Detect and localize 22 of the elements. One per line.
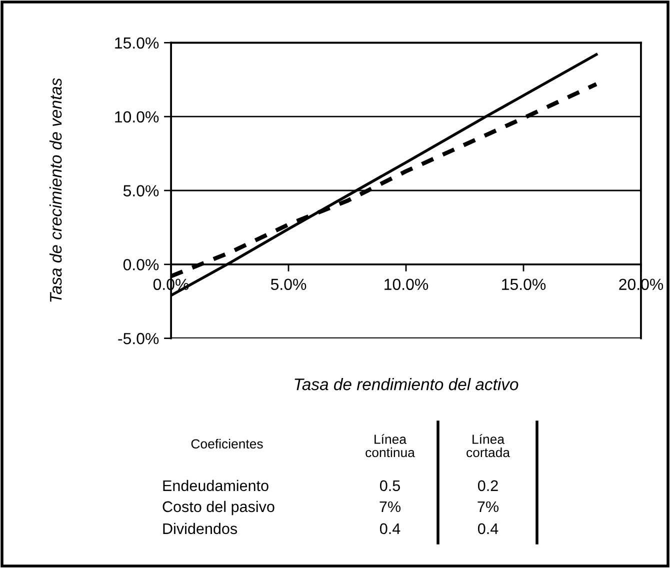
y-tick-label: 15.0% [115, 37, 159, 49]
x-tick-label: 10.0% [384, 278, 428, 290]
x-tick-label: 5.0% [270, 278, 306, 290]
y-tick-label: 0.0% [123, 259, 159, 270]
text: 0.5 [380, 480, 400, 492]
text: 0.2 [478, 480, 498, 492]
text: Endeudamiento [163, 480, 268, 492]
text: Costo del pasivo [162, 500, 274, 516]
x-tick-label: 15.0% [502, 278, 546, 290]
text: 7% [380, 501, 400, 512]
text: Línea continua [366, 434, 415, 458]
y-tick-label: 5.0% [123, 185, 159, 196]
text: 7% [478, 501, 498, 512]
text: Coeficientes [191, 438, 263, 449]
y-tick-label: -5.0% [118, 332, 159, 344]
y-tick-label: 10.0% [115, 111, 159, 123]
text: 0.4 [380, 523, 400, 534]
text: Línea cortada [466, 434, 510, 458]
x-axis-title: Tasa de rendimiento del activo [294, 378, 518, 390]
y-axis-title: Tasa de crecimiento de ventas [49, 78, 62, 302]
text: Dividendos [163, 522, 238, 534]
text: 0.4 [478, 523, 498, 534]
